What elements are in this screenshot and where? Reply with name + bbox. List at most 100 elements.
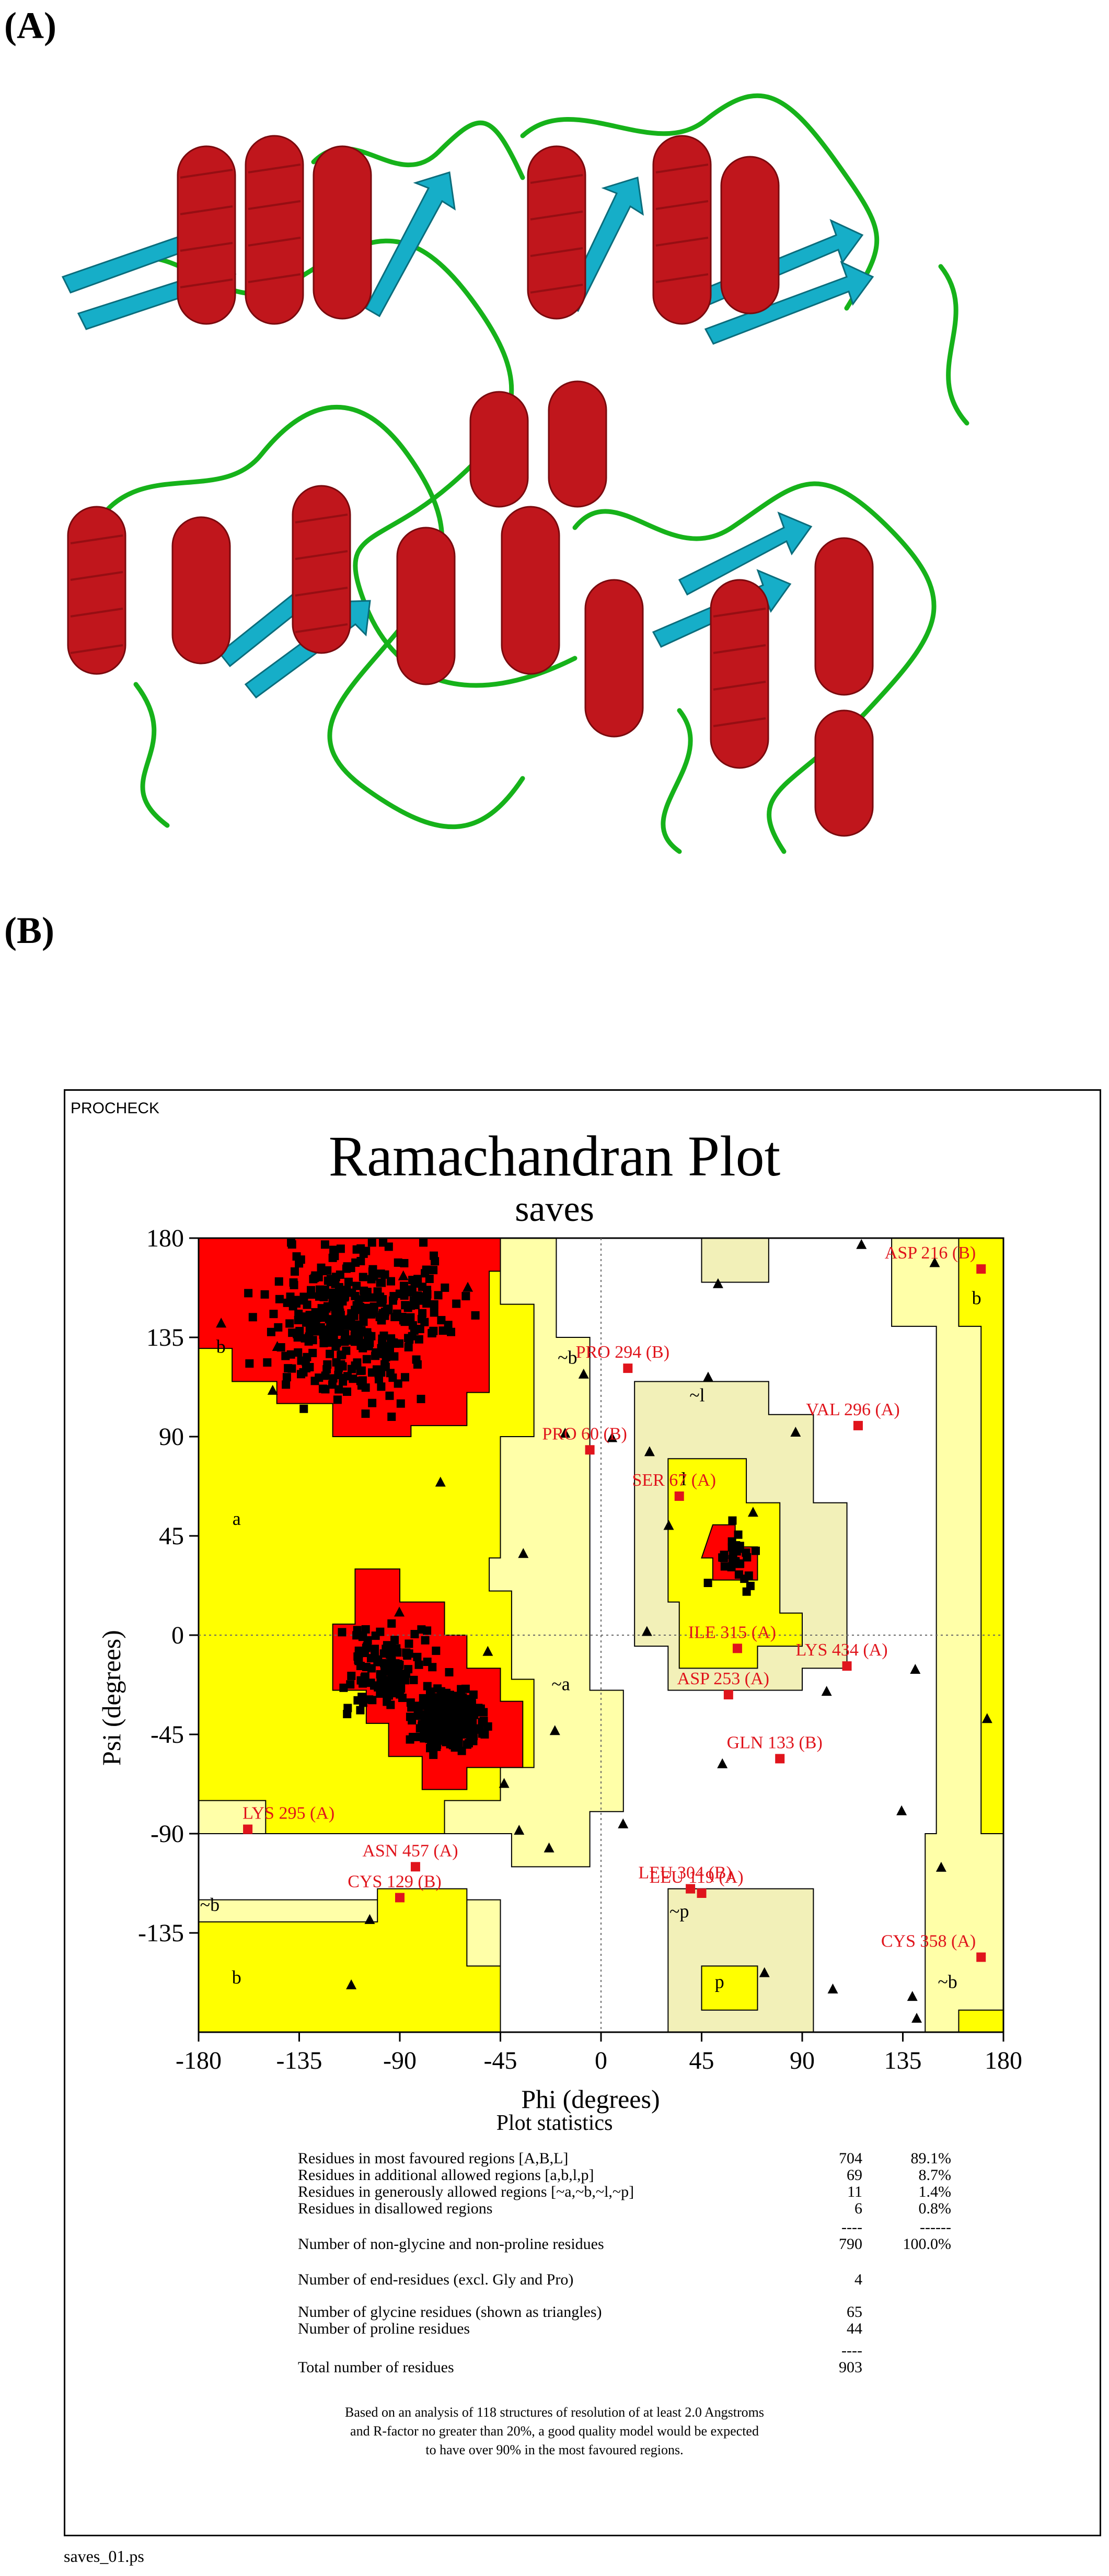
x-tick-label: -180	[176, 2047, 222, 2074]
residue-point	[453, 1732, 461, 1741]
residue-point	[400, 1373, 409, 1382]
residue-point	[744, 1571, 753, 1580]
glycine-point	[856, 1239, 867, 1249]
residue-point	[386, 1277, 395, 1286]
residue-point	[359, 1698, 367, 1707]
residue-point	[469, 1690, 478, 1699]
residue-point	[297, 1356, 306, 1365]
glycine-point	[641, 1626, 652, 1636]
region-label: ~l	[689, 1384, 704, 1405]
outlier-point	[585, 1445, 595, 1455]
stats-label: Number of non-glycine and non-proline re…	[298, 2235, 604, 2253]
residue-point	[299, 1292, 308, 1301]
glycine-point	[747, 1507, 758, 1517]
residue-point	[336, 1311, 345, 1320]
generous-region-p	[667, 1888, 814, 2033]
residue-point	[320, 1240, 329, 1249]
program-name: PROCHECK	[71, 1100, 160, 1117]
stats-row: ---- ------	[298, 2219, 951, 2237]
residue-point	[374, 1375, 383, 1384]
residue-point	[356, 1377, 365, 1385]
stats-pct: 89.1%	[910, 2150, 952, 2167]
residue-point	[428, 1663, 437, 1672]
residue-point	[274, 1277, 283, 1286]
region-label: b	[232, 1967, 241, 1988]
residue-point	[379, 1649, 388, 1658]
residue-point	[303, 1300, 311, 1309]
residue-point	[359, 1311, 368, 1320]
y-tick-label: -135	[138, 1919, 184, 1947]
y-axis-label: Psi (degrees)	[97, 1630, 126, 1766]
outlier-point	[410, 1862, 420, 1872]
stats-pct: 8.7%	[918, 2166, 952, 2184]
residue-point	[288, 1302, 297, 1311]
residue-point	[405, 1639, 413, 1648]
stats-label: Residues in most favoured regions [A,B,L…	[298, 2150, 569, 2167]
outlier-label: ASP 253 (A)	[677, 1669, 769, 1688]
outlier-point	[775, 1754, 785, 1764]
y-tick-label: 90	[159, 1423, 184, 1451]
residue-point	[356, 1706, 365, 1715]
stats-label: Number of end-residues (excl. Gly and Pr…	[298, 2271, 574, 2288]
residue-point	[275, 1295, 284, 1303]
stats-pct: 100.0%	[903, 2235, 952, 2253]
residue-point	[419, 1238, 428, 1247]
residue-point	[429, 1751, 438, 1759]
residue-point	[263, 1358, 272, 1367]
x-tick-label: 135	[884, 2047, 922, 2074]
residue-point	[376, 1670, 385, 1679]
stats-row: Residues in generously allowed regions […	[298, 2183, 951, 2202]
residue-point	[743, 1553, 752, 1561]
residue-point	[323, 1360, 332, 1369]
residue-point	[389, 1338, 398, 1347]
residue-point	[435, 1730, 444, 1739]
residue-point	[363, 1636, 372, 1645]
residue-point	[378, 1298, 387, 1307]
residue-point	[244, 1289, 253, 1298]
residue-point	[452, 1299, 461, 1308]
stats-count: 6	[854, 2200, 862, 2217]
glycine-point	[896, 1805, 907, 1815]
glycine-point	[827, 1983, 838, 1994]
glycine-point	[499, 1778, 510, 1788]
residue-point	[321, 1371, 330, 1380]
residue-point	[318, 1384, 327, 1393]
residue-point	[720, 1562, 729, 1571]
stats-note: Based on an analysis of 118 structures o…	[0, 2403, 1109, 2460]
residue-point	[440, 1708, 449, 1717]
panel-label-b: (B)	[4, 910, 54, 951]
outlier-point	[976, 1952, 986, 1962]
stats-count: 903	[839, 2359, 862, 2376]
residue-point	[367, 1275, 376, 1284]
residue-point	[408, 1276, 417, 1285]
x-tick-label: -45	[484, 2047, 517, 2074]
residue-point	[248, 1313, 257, 1322]
outlier-label: ASP 216 (B)	[885, 1243, 976, 1263]
residue-point	[274, 1323, 283, 1332]
x-tick-label: -135	[276, 2047, 322, 2074]
residue-point	[361, 1339, 369, 1348]
residue-point	[287, 1238, 296, 1247]
residue-point	[316, 1291, 325, 1300]
outlier-label: VAL 296 (A)	[806, 1400, 899, 1419]
residue-point	[388, 1373, 397, 1382]
glycine-point	[663, 1520, 674, 1530]
residue-point	[329, 1374, 338, 1383]
residue-point	[326, 1324, 334, 1333]
stats-count: 11	[847, 2183, 862, 2200]
glycine-point	[790, 1427, 801, 1437]
stats-pct: 0.8%	[918, 2200, 952, 2217]
residue-point	[376, 1627, 385, 1636]
glycine-point	[544, 1842, 554, 1852]
residue-point	[380, 1270, 389, 1279]
residue-point	[441, 1283, 449, 1292]
region-label: l	[681, 1468, 686, 1489]
stats-label: Residues in disallowed regions	[298, 2200, 493, 2217]
residue-point	[389, 1292, 398, 1301]
residue-point	[407, 1301, 415, 1310]
outlier-point	[674, 1491, 684, 1501]
residue-point	[734, 1530, 743, 1539]
residue-point	[471, 1311, 480, 1320]
stats-row: Number of proline residues 44	[298, 2320, 925, 2339]
outlier-label: LEU 119 (A)	[649, 1868, 743, 1887]
